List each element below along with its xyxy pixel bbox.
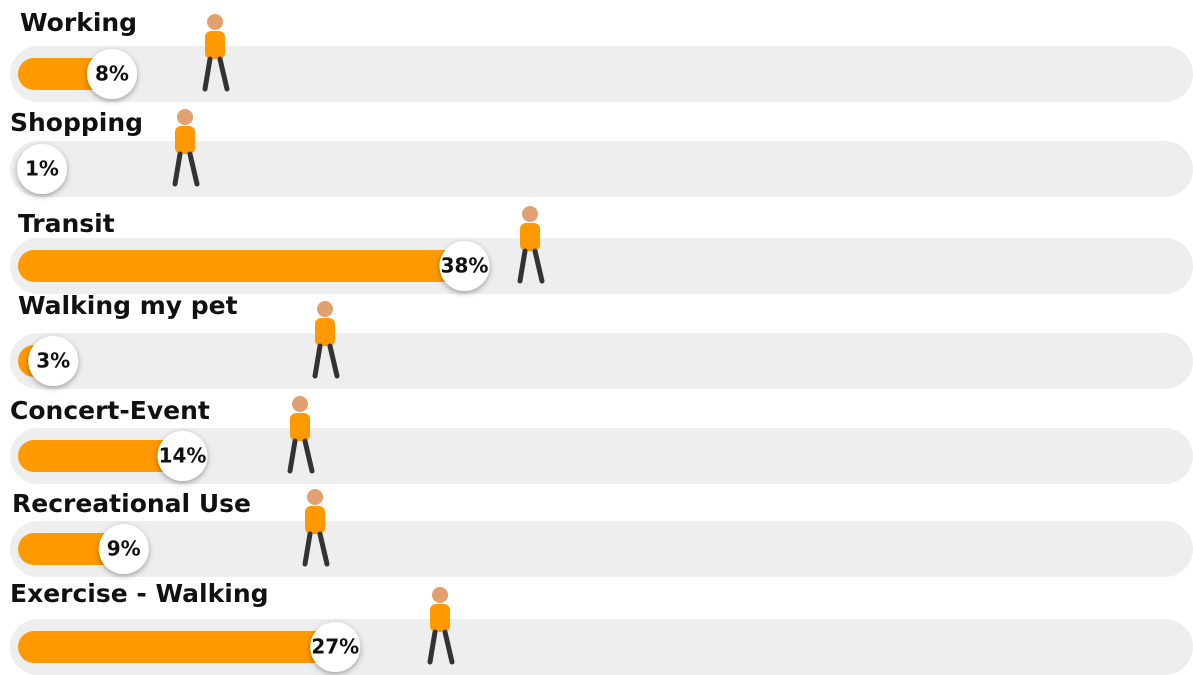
track	[10, 521, 1193, 577]
figure-leg	[187, 151, 200, 187]
figure-leg	[302, 438, 315, 474]
value-label: 9%	[107, 537, 141, 561]
value-badge	[17, 144, 67, 194]
illustration	[287, 396, 315, 474]
value-label: 14%	[159, 444, 207, 468]
figure-leg	[312, 343, 323, 379]
illustration	[517, 206, 545, 284]
track	[10, 141, 1193, 197]
value-badge	[310, 622, 361, 672]
value-badge	[157, 431, 208, 481]
category-label: Working	[20, 8, 137, 37]
figure-body	[315, 318, 335, 346]
track	[10, 333, 1193, 389]
figure-head	[292, 396, 308, 412]
value-badge	[28, 336, 79, 386]
illustration	[427, 587, 455, 665]
value-badge	[439, 241, 490, 291]
figure-body	[520, 223, 540, 251]
bar	[18, 440, 183, 472]
figure-body	[175, 126, 195, 154]
figure-leg	[327, 343, 340, 379]
figure-leg	[517, 248, 528, 284]
figure-leg	[287, 438, 298, 474]
value-badge	[98, 524, 149, 574]
figure-leg	[427, 629, 438, 665]
figure-head	[177, 109, 193, 125]
figure-body	[430, 604, 450, 632]
bar	[18, 533, 124, 565]
figure-leg	[202, 56, 213, 92]
figure-head	[207, 14, 223, 30]
value-label: 3%	[36, 349, 70, 373]
figure-body	[290, 413, 310, 441]
category-label: Walking my pet	[18, 291, 238, 320]
category-label: Recreational Use	[12, 489, 251, 518]
bar	[18, 250, 465, 282]
figure-leg	[317, 531, 330, 567]
value-badge	[87, 49, 137, 99]
illustration	[302, 489, 330, 567]
figure-body	[305, 506, 325, 534]
value-label: 38%	[441, 254, 489, 278]
figure-leg	[302, 531, 313, 567]
figure-leg	[442, 629, 455, 665]
value-label: 8%	[95, 62, 129, 86]
value-label: 1%	[25, 157, 59, 181]
bar	[18, 631, 336, 663]
illustration	[172, 109, 200, 187]
figure-leg	[217, 56, 230, 92]
illustration	[312, 301, 340, 379]
figure-leg	[532, 248, 545, 284]
figure-head	[307, 489, 323, 505]
category-label: Exercise - Walking	[10, 579, 269, 608]
figure-head	[317, 301, 333, 317]
category-label: Concert-Event	[10, 396, 210, 425]
category-label: Transit	[18, 209, 115, 238]
figure-head	[522, 206, 538, 222]
figure-head	[432, 587, 448, 603]
figure-body	[205, 31, 225, 59]
figure-leg	[172, 151, 183, 187]
track	[10, 46, 1193, 102]
illustration	[202, 14, 230, 92]
value-label: 27%	[311, 635, 359, 659]
category-label: Shopping	[10, 108, 143, 137]
